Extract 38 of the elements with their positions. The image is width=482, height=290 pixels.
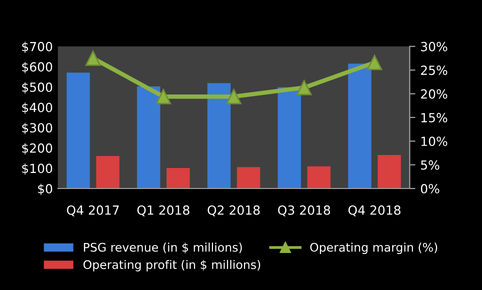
x-tick-label: Q3 2018 [278, 205, 330, 216]
y2-tick-label: 20% [421, 89, 448, 99]
y-tick-label: $0 [38, 184, 52, 196]
y2-tick-label: 0% [420, 184, 440, 194]
y-tick-label: $200 [22, 143, 52, 154]
y2-tick-label: 15% [421, 112, 448, 122]
x-tick-label: Q4 2017 [66, 205, 119, 216]
y-tick-label: $600 [22, 62, 52, 74]
y-tick-label: $400 [22, 102, 52, 114]
bar [236, 167, 260, 188]
point [85, 50, 101, 66]
point [156, 88, 172, 104]
y-tick-label: $100 [22, 163, 52, 175]
y-tick-label: $500 [22, 82, 52, 94]
bar [66, 72, 90, 188]
bar [378, 155, 401, 188]
bar [278, 87, 301, 188]
point [366, 54, 382, 70]
x-tick-label: Q4 2018 [348, 205, 400, 216]
y2-tick-label: 25% [421, 66, 448, 76]
legend-label: PSG revenue (in $ millions) [84, 242, 242, 254]
x-tick-label: Q2 2018 [208, 205, 260, 216]
y2-tick-label: 5% [421, 160, 440, 170]
y2-tick-label: 30% [421, 42, 448, 52]
bar [207, 83, 231, 188]
bar [348, 64, 372, 188]
bar [307, 166, 331, 188]
legend-label: Operating margin (%) [310, 242, 438, 254]
bar [166, 168, 190, 188]
x-tick-label: Q1 2018 [137, 205, 190, 216]
bar [96, 156, 120, 188]
point [296, 80, 312, 96]
y2-tick-label: 10% [421, 136, 448, 146]
point [226, 88, 242, 104]
legend-label: Operating profit (in $ millions) [83, 260, 260, 272]
bar [137, 86, 160, 188]
y-tick-label: $300 [22, 122, 52, 134]
y-tick-label: $700 [22, 42, 52, 53]
